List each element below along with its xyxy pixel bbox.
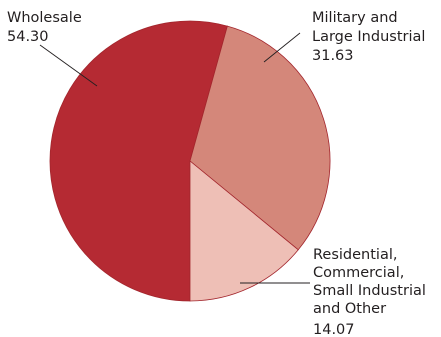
label-residential-line-4: and Other <box>313 301 386 317</box>
pie-slices <box>49 20 331 302</box>
label-military: Military and Large Industrial 31.63 <box>312 10 430 64</box>
pie-slice-military-and-large-industrial <box>189 25 331 251</box>
leader-line-wholesale <box>39 44 98 87</box>
label-residential-line-3: Small Industrial <box>313 283 426 299</box>
leader-lines <box>39 32 310 284</box>
label-military-line-2: Large Industrial <box>312 29 425 45</box>
value-military: 31.63 <box>312 48 354 64</box>
leader-line-military <box>263 32 301 63</box>
label-residential-line-2: Commercial, <box>313 265 404 281</box>
label-wholesale-line-1: Wholesale <box>7 10 82 26</box>
label-residential: Residential, Commercial, Small Industria… <box>313 247 431 337</box>
label-wholesale: Wholesale 54.30 <box>7 10 86 45</box>
value-residential: 14.07 <box>313 322 355 337</box>
value-wholesale: 54.30 <box>7 29 49 45</box>
pie-slice-residential-commercial-small-industrial-and-other <box>189 160 299 302</box>
pie-slice-wholesale <box>49 20 228 302</box>
label-military-line-1: Military and <box>312 10 398 26</box>
label-residential-line-1: Residential, <box>313 247 397 263</box>
